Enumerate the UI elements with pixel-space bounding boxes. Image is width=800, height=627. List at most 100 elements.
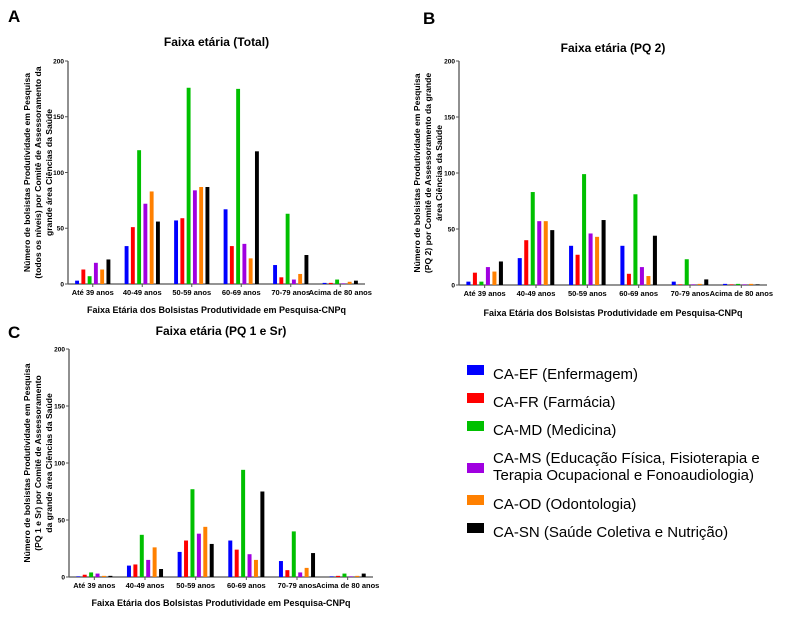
y-tick-label: 0	[451, 282, 455, 289]
bar-b-ca-ef	[671, 281, 676, 285]
legend-label-ms: CA-MS (Educação Física, Fisioterapia e Te…	[493, 450, 760, 484]
panel-letter: A	[8, 7, 20, 26]
legend-label-md: CA-MD (Medicina)	[493, 422, 616, 439]
chart-title: Faixa etária (PQ 2)	[561, 41, 666, 55]
y-tick-label: 200	[53, 58, 64, 65]
bar-b-ca-md	[530, 192, 535, 285]
bar-c-ca-sn	[108, 575, 113, 577]
chart-panel-c: C Faixa etária (PQ 1 e Sr) 0 50 100 150 200 Até…	[8, 323, 379, 608]
bar-a-ca-sn	[353, 280, 358, 284]
x-tick-label: 50-59 anos	[176, 581, 215, 590]
bar-c-ca-sn	[361, 573, 366, 577]
legend-swatch-ef	[467, 365, 484, 375]
bar-b-ca-md	[479, 281, 484, 285]
bar-c-ca-fr	[234, 549, 239, 577]
y-axis-title-line: Número de bolsistas Produtividade em Pes…	[22, 73, 32, 272]
bar-a-ca-od	[298, 273, 303, 284]
bar-a-ca-od	[199, 186, 204, 284]
bar-a-ca-ms	[242, 243, 247, 284]
bar-a-ca-md	[285, 213, 290, 284]
bar-a-ca-od	[248, 258, 253, 284]
bar-a-ca-sn	[254, 151, 259, 284]
chart-panel-b: B Faixa etária (PQ 2) 0 50 100 150 200 Até 39 a…	[412, 9, 773, 318]
bar-c-ca-sn	[209, 543, 214, 577]
legend-swatch-fr	[467, 393, 484, 403]
x-tick-label: 60-69 anos	[222, 288, 261, 297]
panel-letter: B	[423, 9, 435, 28]
bar-a-ca-fr	[328, 282, 333, 284]
y-axis-title-line: da grande área Ciências da Saúde	[44, 393, 54, 533]
bar-a-ca-sn	[205, 186, 210, 284]
legend-label-fr: CA-FR (Farmácia)	[493, 394, 616, 411]
x-tick-label: 60-69 anos	[227, 581, 266, 590]
bar-a-ca-fr	[130, 227, 135, 284]
bar-c-ca-fr	[336, 575, 341, 577]
bar-a-ca-ms	[143, 203, 148, 284]
bar-c-ca-od	[253, 559, 258, 577]
y-axis-title: Número de bolsistas Produtividade em Pes…	[22, 66, 54, 278]
bar-a-ca-ef	[273, 265, 278, 284]
chart-title: Faixa etária (PQ 1 e Sr)	[156, 324, 287, 338]
bar-c-ca-od	[152, 547, 157, 577]
bar-c-ca-md	[342, 573, 347, 577]
x-tick-label: 40-49 anos	[517, 289, 556, 298]
bar-c-ca-ef	[329, 576, 334, 577]
bar-a-ca-od	[149, 191, 154, 284]
y-axis-title: Número de bolsistas Produtividade em Pes…	[22, 363, 54, 562]
bar-b-ca-fr	[678, 284, 683, 285]
bar-c-ca-md	[89, 572, 94, 577]
x-tick-label: Acima de 80 anos	[316, 581, 379, 590]
bar-a-ca-sn	[106, 259, 111, 284]
legend-label-sn: CA-SN (Saúde Coletiva e Nutrição)	[493, 524, 728, 541]
bar-a-ca-fr	[229, 246, 234, 284]
bar-b-ca-sn	[652, 235, 657, 285]
bar-c-ca-fr	[133, 564, 138, 577]
legend-label-line: CA-MS (Educação Física, Fisioterapia e	[493, 450, 760, 467]
bar-b-ca-ms	[485, 267, 490, 285]
y-tick-label: 200	[444, 58, 455, 65]
legend: CA-EF (Enfermagem) CA-FR (Farmácia) CA-MD …	[467, 365, 760, 541]
bar-b-ca-md	[736, 283, 741, 285]
bar-c-ca-sn	[311, 553, 316, 577]
bar-a-ca-ef	[322, 282, 327, 284]
bar-a-ca-fr	[279, 277, 284, 284]
y-axis-title-line: (todos os níveis) por Comitê de Assessor…	[33, 66, 43, 278]
y-axis-title: Número de bolsistas Produtividade em Pes…	[412, 73, 444, 273]
bar-c-ca-od	[203, 526, 208, 577]
x-axis-title: Faixa Etária dos Bolsistas Produtividade…	[87, 305, 346, 315]
bar-c-ca-ms	[298, 572, 303, 577]
y-axis-title-line: Número de bolsistas Produtividade em Pes…	[412, 73, 422, 272]
x-tick-label: 60-69 anos	[619, 289, 658, 298]
bar-a-ca-ms	[192, 190, 197, 284]
bar-b-ca-ms	[691, 284, 696, 285]
legend-swatch-od	[467, 495, 484, 505]
y-tick-label: 150	[53, 114, 64, 121]
y-tick-label: 150	[54, 403, 65, 410]
bar-a-ca-sn	[304, 255, 309, 284]
bar-b-ca-fr	[575, 254, 580, 285]
bar-b-ca-sn	[704, 279, 709, 285]
bar-c-ca-ms	[95, 573, 100, 577]
y-axis-title-line: (PQ 2) por Comitê de Assessoramento da g…	[423, 73, 433, 273]
y-tick-label: 100	[54, 460, 65, 467]
bar-c-ca-ef	[278, 561, 283, 577]
bar-b-ca-ef	[723, 283, 728, 285]
bar-a-ca-ef	[124, 246, 129, 284]
x-axis-title: Faixa Etária dos Bolsistas Produtividade…	[483, 308, 742, 318]
bar-a-ca-md	[236, 88, 241, 284]
bar-a-ca-md	[186, 87, 191, 284]
bar-a-ca-ef	[75, 280, 80, 284]
y-tick-label: 50	[58, 517, 66, 524]
bar-b-ca-fr	[626, 273, 631, 285]
x-tick-label: Acima de 80 anos	[309, 288, 372, 297]
y-tick-label: 0	[61, 574, 65, 581]
legend-label-line: Terapia Ocupacional e Fonoaudiologia)	[493, 467, 754, 484]
bar-c-ca-ms	[146, 559, 151, 577]
bar-a-ca-ms	[93, 262, 98, 284]
x-tick-label: Até 39 anos	[73, 581, 115, 590]
bar-b-ca-fr	[524, 240, 529, 285]
bar-c-ca-ef	[177, 551, 182, 577]
legend-swatch-md	[467, 421, 484, 431]
panel-letter: C	[8, 323, 20, 342]
